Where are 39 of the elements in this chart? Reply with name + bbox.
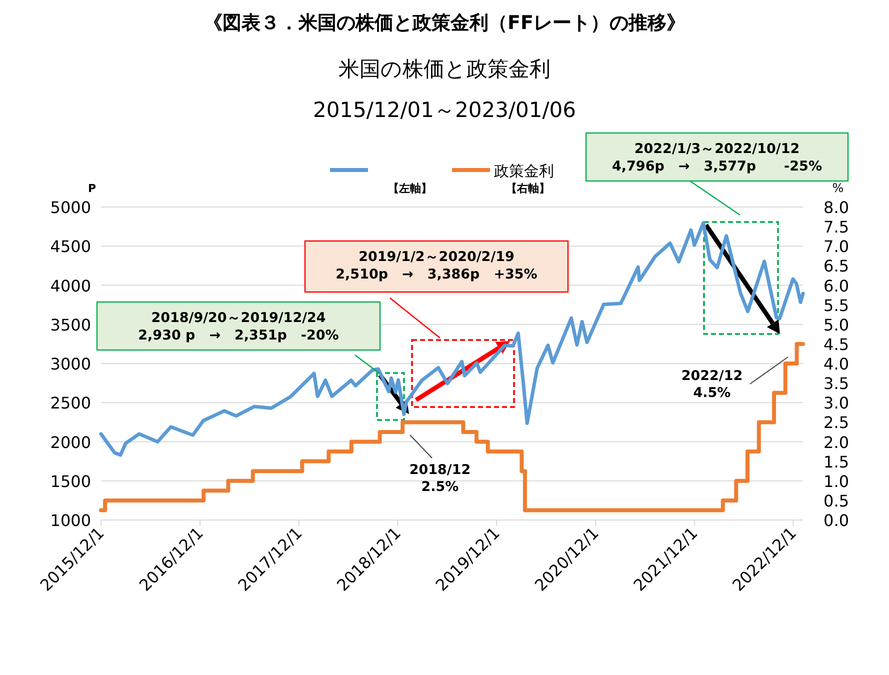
legend-label: 政策金利 xyxy=(494,162,554,180)
y2-tick-label: 4.5 xyxy=(824,334,849,354)
y2-tick-label: 7.5 xyxy=(824,218,849,237)
y-tick-label: 4000 xyxy=(50,276,91,296)
annotation: 2019/1/2～2020/2/19 2,510p → 3,386p +35% xyxy=(336,249,538,283)
y-tick-label: 5000 xyxy=(50,198,91,217)
y2-tick-label: 4.0 xyxy=(824,354,849,374)
y2-tick-label: 3.5 xyxy=(824,374,849,394)
y2-tick-label: 3.0 xyxy=(824,394,849,413)
y-tick-label: 1500 xyxy=(50,472,91,491)
text: 2022/1/3～2022/10/12 4,796p → 3,577p -25% xyxy=(612,141,822,175)
y2-tick-label: 0.0 xyxy=(824,511,849,530)
annotation: 2022/12 4.5% xyxy=(681,368,743,401)
y2-tick-label: 6.5 xyxy=(824,256,849,276)
y2-tick-label: 2.0 xyxy=(824,432,849,452)
y2-tick-label: 5.5 xyxy=(824,296,849,315)
y2-tick-label: 7.0 xyxy=(824,237,849,256)
y2-tick-label: 1.0 xyxy=(824,472,849,491)
chart-subtitle: 米国の株価と政策金利 2015/12/01～2023/01/06 xyxy=(312,57,576,122)
chart-title: 《図表３．米国の株価と政策金利（FFレート）の推移》 xyxy=(204,12,686,34)
y-tick-label: 3000 xyxy=(50,354,91,374)
y2-tick-label: 8.0 xyxy=(824,198,849,217)
y-axis-title: P xyxy=(88,182,96,195)
y2-tick-label: 0.5 xyxy=(824,491,849,510)
line-series xyxy=(99,221,805,457)
y-tick-label: 4500 xyxy=(50,237,91,256)
annotation: 2018/9/20～2019/12/24 2,930 p → 2,351p -20% xyxy=(138,310,340,344)
text: 【左軸】 xyxy=(388,182,432,195)
annotation: 2018/12 2.5% xyxy=(409,462,471,495)
y2-tick-label: 1.5 xyxy=(824,452,849,472)
y-tick-label: 1000 xyxy=(50,511,91,530)
y-tick-label: 2000 xyxy=(50,432,91,452)
text: 【右軸】 xyxy=(506,182,550,195)
y2-tick-label: 6.0 xyxy=(824,276,849,296)
y-tick-label: 3500 xyxy=(50,315,91,334)
y2-axis-title: % xyxy=(832,181,844,195)
y2-tick-label: 5.0 xyxy=(824,315,849,334)
y2-tick-label: 2.5 xyxy=(824,413,849,432)
y-tick-label: 2500 xyxy=(50,394,91,413)
